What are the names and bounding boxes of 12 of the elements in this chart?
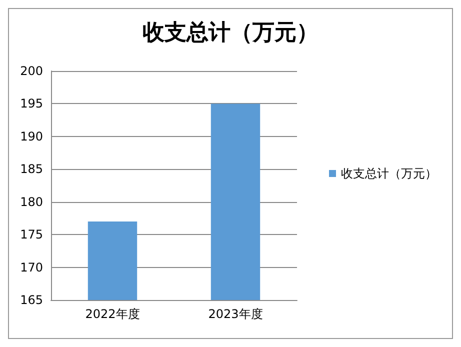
y-tick-label: 170 [20,260,43,274]
y-tick-label: 185 [20,162,43,176]
legend-label: 收支总计（万元） [341,166,437,180]
y-tick-label: 195 [20,96,43,111]
y-tick-label: 190 [20,129,43,144]
y-tick-label: 180 [20,194,43,209]
chart-title: 收支总计（万元） [142,20,318,46]
x-tick-label: 2022年度 [85,307,140,321]
y-tick-label: 165 [20,293,43,307]
y-tick-label: 175 [20,228,43,242]
y-tick-label: 200 [20,64,43,78]
x-tick-label: 2023年度 [208,307,263,321]
